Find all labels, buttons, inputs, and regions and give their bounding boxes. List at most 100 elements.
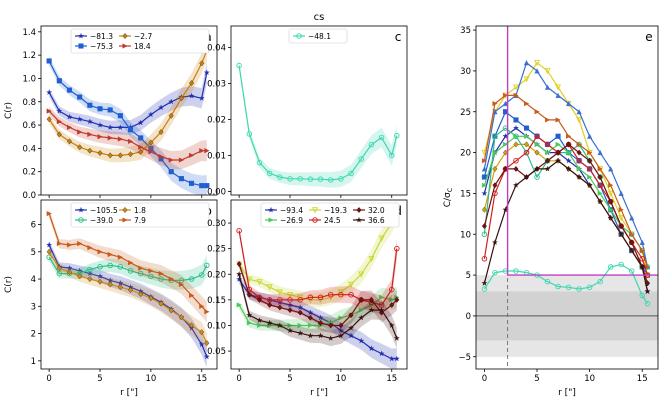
data-point bbox=[492, 133, 498, 139]
data-point bbox=[204, 262, 210, 269]
axes-frame bbox=[230, 25, 408, 196]
data-point bbox=[586, 182, 593, 188]
legend-marker bbox=[267, 206, 275, 213]
legend-label: −2.7 bbox=[134, 32, 152, 41]
data-point bbox=[107, 262, 113, 269]
data-point bbox=[639, 256, 645, 262]
data-point bbox=[117, 279, 124, 286]
x-axis-label: r ["] bbox=[558, 388, 576, 398]
legend-label: 36.6 bbox=[368, 216, 385, 225]
series-line bbox=[483, 135, 649, 276]
data-point bbox=[555, 141, 561, 148]
panel-title: cs bbox=[314, 12, 325, 23]
data-point bbox=[117, 113, 123, 119]
data-point bbox=[576, 173, 583, 180]
data-point bbox=[266, 170, 273, 177]
y-tick-label: 1 bbox=[31, 357, 36, 367]
panel-e: 0 5 10 15 −5 0 5 10 15 20 25 30 35 r ["] C/σC e bbox=[443, 25, 659, 398]
data-point bbox=[378, 235, 385, 242]
data-point bbox=[87, 131, 93, 138]
data-point bbox=[513, 92, 519, 99]
data-point bbox=[188, 276, 195, 282]
data-point bbox=[128, 287, 134, 293]
series-line bbox=[483, 110, 649, 276]
series-c-1 bbox=[236, 61, 400, 188]
data-point bbox=[618, 231, 625, 237]
data-point bbox=[566, 141, 572, 148]
data-point bbox=[629, 231, 635, 237]
data-point bbox=[338, 176, 344, 182]
data-point bbox=[534, 174, 540, 180]
legend-label: −19.3 bbox=[324, 206, 347, 215]
data-point bbox=[87, 102, 93, 108]
data-point bbox=[277, 174, 283, 180]
data-point bbox=[587, 174, 593, 180]
data-point bbox=[56, 78, 62, 84]
data-point bbox=[378, 306, 385, 313]
data-point bbox=[576, 166, 582, 172]
data-point bbox=[178, 277, 185, 284]
data-point bbox=[523, 149, 530, 156]
data-point bbox=[168, 98, 175, 105]
legend-label: 1.8 bbox=[134, 206, 146, 215]
data-point bbox=[199, 148, 205, 154]
data-point bbox=[46, 58, 52, 64]
data-point bbox=[618, 215, 625, 222]
x-axis-label: r ["] bbox=[120, 388, 138, 398]
y-tick-label: 0.0 bbox=[22, 191, 36, 201]
series-a-2 bbox=[46, 56, 210, 195]
data-point bbox=[97, 134, 103, 140]
data-point bbox=[338, 291, 344, 298]
y-tick-label: 5 bbox=[31, 248, 36, 258]
data-point bbox=[148, 273, 154, 280]
data-point bbox=[117, 124, 124, 130]
data-point bbox=[287, 176, 293, 182]
data-point bbox=[158, 104, 165, 111]
legend-marker bbox=[122, 207, 128, 213]
data-point bbox=[379, 294, 385, 300]
data-point bbox=[204, 340, 210, 347]
data-point bbox=[189, 292, 195, 299]
data-point bbox=[189, 152, 195, 158]
data-point bbox=[576, 149, 582, 156]
x-tick-label: 15 bbox=[637, 374, 648, 384]
legend-marker bbox=[311, 207, 319, 214]
data-point bbox=[512, 84, 520, 91]
data-point bbox=[618, 190, 624, 196]
x-tick-label: 10 bbox=[145, 374, 156, 384]
data-point bbox=[513, 133, 519, 139]
data-point bbox=[337, 332, 344, 339]
y-tick-label: 6 bbox=[31, 221, 36, 231]
data-point bbox=[523, 173, 530, 180]
data-point bbox=[297, 176, 303, 182]
data-point bbox=[348, 291, 354, 298]
y-tick-label: 25 bbox=[460, 108, 471, 118]
data-point bbox=[307, 294, 314, 301]
legend-label: 18.4 bbox=[134, 42, 151, 51]
legend-marker bbox=[122, 43, 128, 49]
legend: −105.5−39.0 1.87.9 bbox=[70, 202, 210, 228]
legend-marker bbox=[77, 32, 85, 39]
data-point bbox=[607, 264, 614, 270]
series-b-4 bbox=[46, 209, 210, 323]
data-point bbox=[492, 182, 498, 189]
data-point bbox=[87, 266, 93, 273]
data-point bbox=[328, 322, 334, 329]
data-point bbox=[46, 211, 52, 217]
series-d-6 bbox=[236, 270, 400, 349]
data-point bbox=[368, 296, 374, 303]
x-tick-label: 0 bbox=[236, 374, 241, 384]
data-point bbox=[46, 241, 53, 248]
axes-frame bbox=[230, 199, 408, 370]
y-tick-label: 0.04 bbox=[207, 44, 226, 54]
series-b-3 bbox=[46, 247, 210, 354]
data-point bbox=[523, 76, 530, 83]
data-point bbox=[66, 113, 73, 120]
data-point bbox=[544, 278, 551, 285]
data-point bbox=[199, 303, 205, 309]
data-point bbox=[639, 239, 645, 245]
y-tick-label: 10 bbox=[460, 230, 471, 240]
uncertainty-band bbox=[49, 209, 207, 323]
series-line bbox=[238, 65, 398, 181]
